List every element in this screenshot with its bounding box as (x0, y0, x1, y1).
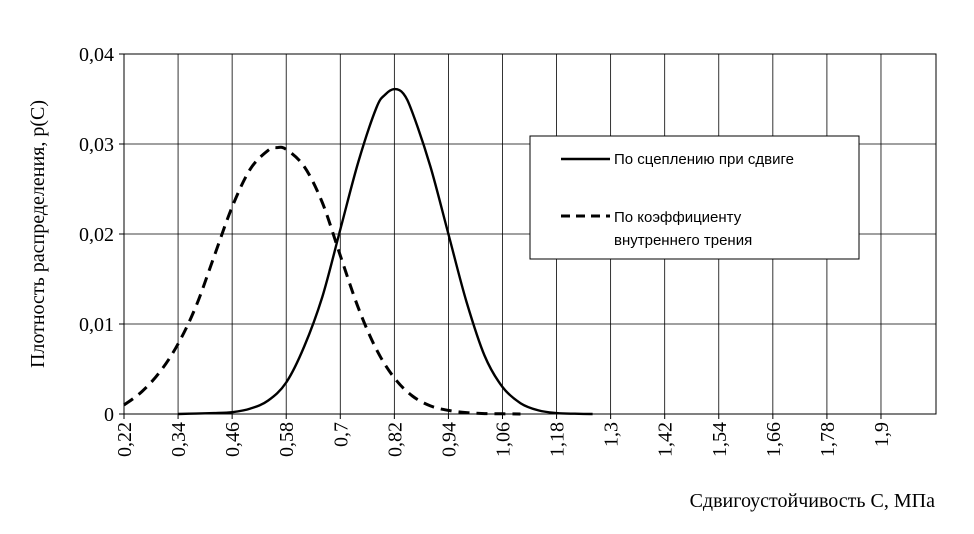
x-tick-label: 0,46 (222, 422, 244, 457)
x-tick-label: 0,94 (438, 422, 460, 457)
series-lines (123, 87, 593, 416)
y-tick-label: 0,02 (79, 224, 114, 246)
legend-label-dashed-line2: внутреннего трения (614, 232, 752, 249)
series-line-friction (123, 145, 521, 416)
x-tick-label: 1,54 (709, 422, 731, 457)
x-tick-label: 0,22 (114, 422, 136, 457)
y-axis-title: Плотность распределения, p(C) (27, 100, 49, 368)
legend-box (529, 135, 860, 260)
x-tick-label: 0,34 (168, 422, 190, 457)
y-tick-label: 0 (104, 404, 114, 426)
x-tick-labels: 0,22 0,34 0,46 0,58 0,7 0,82 0,94 1,06 1,18 1,3 1,… (114, 422, 893, 457)
x-tick-label: 0,58 (276, 422, 298, 457)
series-line-cohesion (178, 87, 593, 416)
y-tick-label: 0,04 (79, 44, 114, 66)
x-tick-label: 0,7 (330, 422, 352, 447)
x-tick-label: 1,42 (655, 422, 677, 457)
x-tick-label: 1,66 (763, 422, 785, 457)
plot-frame (123, 53, 937, 415)
x-tick-label: 1,06 (492, 422, 514, 457)
x-axis-title: Сдвигоустойчивость C, МПа (690, 490, 936, 512)
y-tick-labels: 0 0,01 0,02 0,03 0,04 (79, 44, 114, 426)
legend: По сцеплению при сдвиге По коэффициенту … (529, 135, 860, 260)
x-tick-label: 1,9 (871, 422, 893, 447)
x-tick-label: 1,3 (601, 422, 623, 447)
legend-label-solid: По сцеплению при сдвиге (614, 151, 794, 168)
y-tick-label: 0,03 (79, 134, 114, 156)
x-tick-label: 1,18 (547, 422, 569, 457)
legend-label-dashed-line1: По коэффициенту (614, 209, 742, 226)
x-tick-label: 1,78 (817, 422, 839, 457)
x-tick-label: 0,82 (384, 422, 406, 457)
y-tick-label: 0,01 (79, 314, 114, 336)
